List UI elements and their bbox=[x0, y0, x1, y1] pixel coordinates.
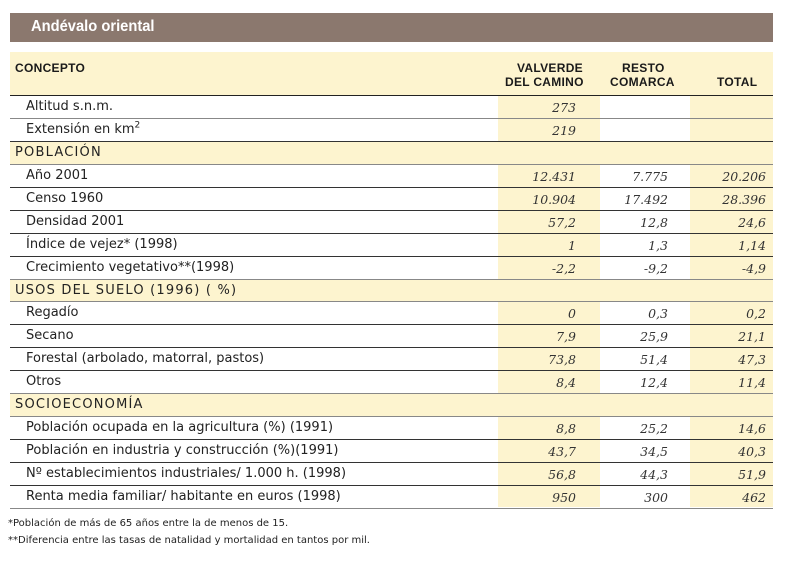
row-label: Regadío bbox=[26, 305, 79, 320]
row-label: Año 2001 bbox=[26, 167, 89, 183]
row-label: Censo 1960 bbox=[26, 190, 104, 206]
value-resto: 25,9 bbox=[640, 329, 668, 344]
value-valverde: 10.904 bbox=[532, 191, 576, 207]
header-concepto: CONCEPTO bbox=[15, 61, 86, 75]
value-total: 462 bbox=[742, 489, 766, 505]
header-valverde-line1: VALVERDE bbox=[517, 61, 583, 75]
row-label: Población ocupada en la agricultura (%) … bbox=[26, 419, 334, 435]
value-resto: 51,4 bbox=[640, 352, 668, 367]
value-valverde: 8,4 bbox=[556, 375, 576, 390]
value-resto: 300 bbox=[644, 489, 668, 505]
value-total: 21,1 bbox=[738, 329, 766, 344]
value-valverde: 950 bbox=[552, 489, 576, 505]
value-valverde: 57,2 bbox=[548, 214, 576, 230]
table-title-bar: Andévalo oriental bbox=[10, 13, 773, 42]
value-total: 51,9 bbox=[738, 466, 766, 482]
value-valverde: 43,7 bbox=[548, 443, 576, 459]
row-label-wrapper: Extensión en km2 bbox=[26, 120, 141, 137]
table-row: Altitud s.n.m. 273 bbox=[10, 96, 773, 119]
value-total: -4,9 bbox=[741, 260, 766, 276]
value-resto: 12,8 bbox=[640, 214, 668, 230]
value-resto: 0,3 bbox=[648, 306, 668, 321]
section-label: POBLACIÓN bbox=[15, 145, 102, 160]
value-valverde: 12.431 bbox=[532, 168, 576, 184]
header-valverde-line2: DEL CAMINO bbox=[505, 75, 584, 89]
value-total: 47,3 bbox=[738, 352, 766, 367]
table-row: Regadío 0 0,3 0,2 bbox=[10, 302, 773, 325]
value-resto: 1,3 bbox=[648, 237, 668, 253]
table-row: Población en industria y construcción (%… bbox=[10, 440, 773, 463]
value-resto: 44,3 bbox=[640, 466, 668, 482]
footnote-2: **Diferencia entre las tasas de natalida… bbox=[8, 535, 370, 546]
footnote-1: *Población de más de 65 años entre la de… bbox=[8, 518, 289, 529]
value-resto: 34,5 bbox=[640, 443, 668, 459]
row-label: Altitud s.n.m. bbox=[26, 99, 114, 114]
value-resto: 7.775 bbox=[632, 168, 668, 184]
row-label: Densidad 2001 bbox=[26, 213, 125, 229]
table-row: Nº establecimientos industriales/ 1.000 … bbox=[10, 463, 773, 486]
table-title: Andévalo oriental bbox=[31, 18, 155, 35]
value-total: 24,6 bbox=[738, 214, 766, 230]
value-total: 11,4 bbox=[738, 375, 766, 390]
table-row: Índice de vejez* (1998) 1 1,3 1,14 bbox=[10, 234, 773, 257]
value-resto: 12,4 bbox=[640, 375, 668, 390]
value-resto: 25,2 bbox=[640, 420, 668, 436]
value-valverde: 1 bbox=[568, 237, 576, 253]
row-label: Crecimiento vegetativo**(1998) bbox=[26, 259, 235, 275]
value-valverde: 56,8 bbox=[548, 466, 576, 482]
value-valverde: 7,9 bbox=[556, 329, 576, 344]
row-label: Otros bbox=[26, 374, 62, 389]
table-row: Forestal (arbolado, matorral, pastos) 73,… bbox=[10, 348, 773, 371]
table-row: Extensión en km2 219 bbox=[10, 119, 773, 142]
row-label: Renta media familiar/ habitante en euros… bbox=[26, 488, 341, 504]
header-total: TOTAL bbox=[717, 75, 758, 89]
value-total: 28.396 bbox=[722, 191, 766, 207]
section-label: SOCIOECONOMÍA bbox=[15, 397, 144, 412]
row-label: Población en industria y construcción (%… bbox=[26, 442, 339, 458]
table-row: Otros 8,4 12,4 11,4 bbox=[10, 371, 773, 394]
value-total: 20.206 bbox=[722, 168, 766, 184]
section-label: USOS DEL SUELO (1996) ( %) bbox=[15, 282, 238, 298]
value-resto: 17.492 bbox=[624, 191, 668, 207]
row-label: Extensión en km bbox=[26, 122, 135, 137]
table-row: Población ocupada en la agricultura (%) … bbox=[10, 417, 773, 440]
table-row: Crecimiento vegetativo**(1998) -2,2 -9,2 -4… bbox=[10, 257, 773, 280]
superscript: 2 bbox=[134, 120, 141, 131]
value-valverde: 73,8 bbox=[548, 352, 576, 367]
value-valverde: 219 bbox=[552, 123, 576, 138]
table-row: Densidad 2001 57,2 12,8 24,6 bbox=[10, 211, 773, 234]
section-header-row: POBLACIÓN bbox=[10, 142, 773, 165]
table-row: Censo 1960 10.904 17.492 28.396 bbox=[10, 188, 773, 211]
value-valverde: -2,2 bbox=[551, 260, 576, 276]
value-resto: -9,2 bbox=[643, 260, 668, 276]
header-resto-line1: RESTO bbox=[622, 61, 665, 75]
row-label: Nº establecimientos industriales/ 1.000 … bbox=[26, 465, 347, 481]
value-valverde: 0 bbox=[568, 306, 576, 321]
value-valverde: 273 bbox=[552, 100, 576, 115]
row-label: Índice de vejez* (1998) bbox=[26, 236, 178, 252]
header-resto-line2: COMARCA bbox=[610, 75, 675, 89]
value-total: 0,2 bbox=[746, 306, 766, 321]
value-total: 14,6 bbox=[738, 420, 766, 436]
table-row: Año 2001 12.431 7.775 20.206 bbox=[10, 165, 773, 188]
table-row: Secano 7,9 25,9 21,1 bbox=[10, 325, 773, 348]
table-row: Renta media familiar/ habitante en euros… bbox=[10, 486, 773, 509]
section-header-row: USOS DEL SUELO (1996) ( %) bbox=[10, 279, 773, 302]
row-label: Secano bbox=[26, 328, 74, 343]
value-total: 1,14 bbox=[738, 237, 766, 253]
row-label: Forestal (arbolado, matorral, pastos) bbox=[26, 351, 265, 366]
table-header: CONCEPTO VALVERDE DEL CAMINO RESTO COMAR… bbox=[10, 52, 773, 96]
section-header-row: SOCIOECONOMÍA bbox=[10, 394, 773, 417]
value-total: 40,3 bbox=[738, 443, 766, 459]
value-valverde: 8,8 bbox=[556, 420, 576, 436]
